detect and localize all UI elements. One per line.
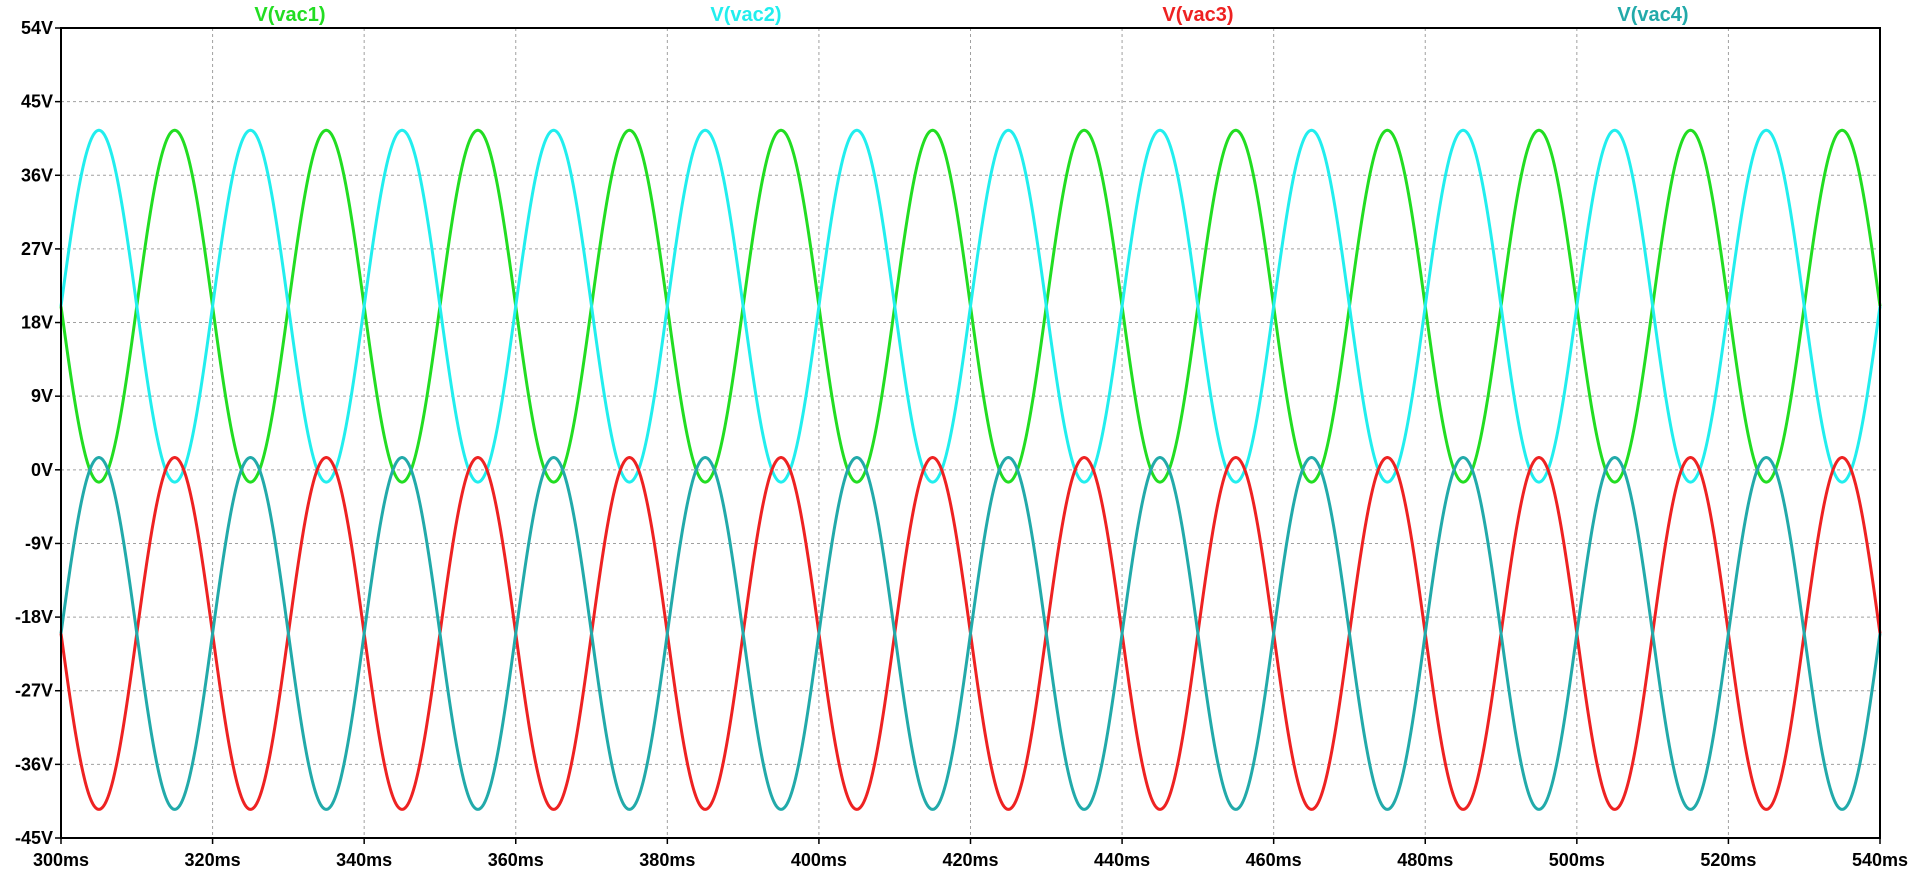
y-tick-label: 9V (31, 386, 53, 406)
x-tick-label: 360ms (488, 850, 544, 870)
x-tick-label: 400ms (791, 850, 847, 870)
y-tick-label: -9V (25, 533, 53, 553)
legend-label-v-vac1-: V(vac1) (254, 4, 325, 26)
x-tick-label: 440ms (1094, 850, 1150, 870)
x-tick-label: 340ms (336, 850, 392, 870)
legend-label-v-vac2-: V(vac2) (710, 4, 781, 26)
grid (55, 27, 1881, 844)
y-tick-label: -18V (15, 607, 53, 627)
plot-frame (60, 27, 1881, 839)
legend-label-v-vac4-: V(vac4) (1617, 4, 1688, 26)
y-axis-tick-labels: 54V 45V 36V 27V 18V 9V 0V -9V -18V -27V -36V -45V (15, 18, 53, 848)
x-tick-label: 380ms (639, 850, 695, 870)
y-tick-label: -27V (15, 681, 53, 701)
x-tick-label: 420ms (942, 850, 998, 870)
y-tick-label: -45V (15, 828, 53, 848)
y-tick-label: 0V (31, 460, 53, 480)
x-axis-tick-labels: 300ms 320ms 340ms 360ms 380ms 400ms 420ms 440ms… (33, 850, 1908, 870)
x-tick-label: 480ms (1397, 850, 1453, 870)
traces (59, 128, 1882, 811)
y-tick-label: 27V (21, 239, 53, 259)
x-tick-label: 540ms (1852, 850, 1908, 870)
x-tick-label: 300ms (33, 850, 89, 870)
x-tick-label: 500ms (1549, 850, 1605, 870)
legend-label-v-vac3-: V(vac3) (1162, 4, 1233, 26)
y-tick-label: 54V (21, 18, 53, 38)
y-tick-label: -36V (15, 754, 53, 774)
x-tick-label: 320ms (185, 850, 241, 870)
y-tick-label: 45V (21, 92, 53, 112)
y-tick-label: 18V (21, 313, 53, 333)
legend: V(vac1) V(vac2) V(vac3) V(vac4) (254, 4, 1688, 26)
x-tick-label: 460ms (1246, 850, 1302, 870)
y-tick-label: 36V (21, 165, 53, 185)
series-line-v-vac2- (59, 128, 1882, 484)
series-line-v-vac4- (59, 456, 1882, 811)
x-tick-label: 520ms (1700, 850, 1756, 870)
